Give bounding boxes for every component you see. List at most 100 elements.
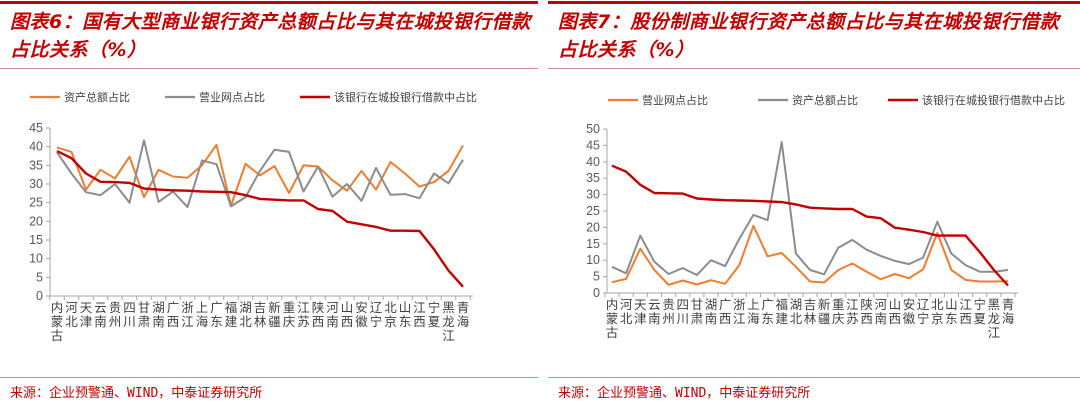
- x-tick-label: 龙: [442, 314, 455, 329]
- x-tick-label: 苏: [846, 311, 859, 326]
- x-tick-label: 南: [326, 314, 339, 329]
- y-tick-label: 10: [29, 252, 43, 266]
- x-tick-label: 辽: [917, 297, 930, 312]
- panel-chart-7: 图表7：股份制商业银行资产总额占比与其在城投银行借款占比关系（%） 0 5 10 15…: [548, 0, 1080, 405]
- series-line-1: [56, 143, 464, 207]
- legend-label: 该银行在城投银行借款中占比: [334, 90, 477, 104]
- x-tick-label: 北: [239, 314, 252, 329]
- y-tick-label: 5: [36, 270, 43, 284]
- x-tick-label: 建: [775, 311, 788, 326]
- x-tick-label: 南: [94, 314, 107, 329]
- x-tick-label: 东: [945, 311, 958, 326]
- x-tick-label: 江: [181, 314, 194, 329]
- y-tick-label: 35: [586, 171, 600, 185]
- x-tick-label: 吉: [254, 300, 267, 315]
- y-tick-label: 0: [593, 286, 600, 300]
- x-tick-label: 浙: [181, 300, 194, 315]
- x-tick-label: 江: [413, 300, 426, 315]
- x-tick-label: 上: [196, 300, 209, 315]
- y-tick-label: 40: [29, 140, 43, 154]
- x-tick-label: 贵: [662, 297, 675, 312]
- x-tick-label: 北: [931, 297, 944, 312]
- x-tick-label: 云: [648, 297, 661, 312]
- x-tick-label: 古: [606, 325, 619, 340]
- series-line-2: [56, 139, 464, 209]
- series-line-3: [611, 164, 1009, 287]
- top-divider: [548, 1, 1080, 4]
- x-tick-label: 蒙: [606, 311, 619, 326]
- y-tick-label: 45: [586, 138, 600, 152]
- title-divider: [548, 68, 1080, 69]
- y-tick-label: 50: [586, 122, 600, 136]
- x-tick-label: 夏: [973, 311, 986, 326]
- x-tick-label: 江: [733, 311, 746, 326]
- x-tick-label: 上: [747, 297, 760, 312]
- x-tick-label: 西: [341, 314, 354, 329]
- y-tick-label: 15: [29, 233, 43, 247]
- x-tick-label: 龙: [988, 311, 1001, 326]
- x-tick-label: 福: [225, 300, 238, 315]
- y-tick-label: 25: [29, 196, 43, 210]
- x-tick-label: 陕: [312, 300, 325, 315]
- x-tick-label: 天: [634, 297, 647, 312]
- x-tick-label: 新: [818, 297, 831, 312]
- x-tick-label: 黑: [988, 297, 1001, 312]
- x-tick-label: 黑: [442, 300, 455, 315]
- x-tick-label: 江: [988, 325, 1001, 340]
- series-line-1: [611, 224, 1009, 286]
- x-tick-label: 重: [832, 297, 845, 312]
- x-tick-label: 山: [889, 297, 902, 312]
- x-tick-label: 云: [94, 300, 107, 315]
- x-tick-label: 广: [761, 297, 774, 312]
- x-tick-label: 林: [804, 311, 817, 326]
- x-tick-label: 青: [1002, 297, 1015, 312]
- x-tick-label: 北: [790, 311, 803, 326]
- x-tick-label: 西: [312, 314, 325, 329]
- x-tick-label: 海: [457, 314, 470, 329]
- x-tick-label: 古: [51, 328, 64, 343]
- x-tick-label: 东: [761, 311, 774, 326]
- x-tick-label: 广: [719, 297, 732, 312]
- x-tick-label: 江: [442, 328, 455, 343]
- x-tick-label: 西: [889, 311, 902, 326]
- x-tick-label: 安: [355, 300, 368, 315]
- x-tick-label: 东: [399, 314, 412, 329]
- x-tick-label: 西: [413, 314, 426, 329]
- x-tick-label: 西: [719, 311, 732, 326]
- x-tick-label: 四: [123, 300, 136, 315]
- x-tick-label: 贵: [109, 300, 122, 315]
- y-tick-label: 0: [36, 289, 43, 303]
- title-divider: [0, 68, 538, 69]
- y-tick-label: 5: [593, 270, 600, 284]
- x-tick-label: 林: [254, 314, 267, 329]
- x-tick-label: 辽: [370, 300, 383, 315]
- x-tick-label: 江: [846, 297, 859, 312]
- x-tick-label: 安: [903, 297, 916, 312]
- series-line-3: [56, 150, 464, 288]
- x-tick-label: 湖: [152, 300, 165, 315]
- x-tick-label: 海: [747, 311, 760, 326]
- x-tick-label: 南: [648, 311, 661, 326]
- x-tick-label: 天: [80, 300, 93, 315]
- legend-label: 营业网点占比: [199, 90, 265, 104]
- x-tick-label: 西: [167, 314, 180, 329]
- x-tick-label: 山: [945, 297, 958, 312]
- x-tick-label: 青: [457, 300, 470, 315]
- x-tick-label: 宁: [973, 297, 986, 312]
- x-tick-label: 新: [268, 300, 281, 315]
- x-tick-label: 徽: [903, 311, 916, 326]
- legend-label: 资产总额占比: [792, 93, 858, 107]
- x-tick-label: 蒙: [51, 314, 64, 329]
- x-tick-label: 宁: [370, 314, 383, 329]
- x-tick-label: 庆: [832, 311, 845, 326]
- x-tick-label: 湖: [705, 297, 718, 312]
- x-tick-label: 南: [152, 314, 165, 329]
- x-tick-label: 西: [959, 311, 972, 326]
- x-tick-label: 甘: [691, 297, 704, 312]
- x-tick-label: 湖: [239, 300, 252, 315]
- x-tick-label: 甘: [138, 300, 151, 315]
- x-tick-label: 肃: [691, 311, 704, 326]
- x-tick-label: 河: [65, 300, 78, 315]
- x-tick-label: 浙: [733, 297, 746, 312]
- x-tick-label: 宁: [428, 300, 441, 315]
